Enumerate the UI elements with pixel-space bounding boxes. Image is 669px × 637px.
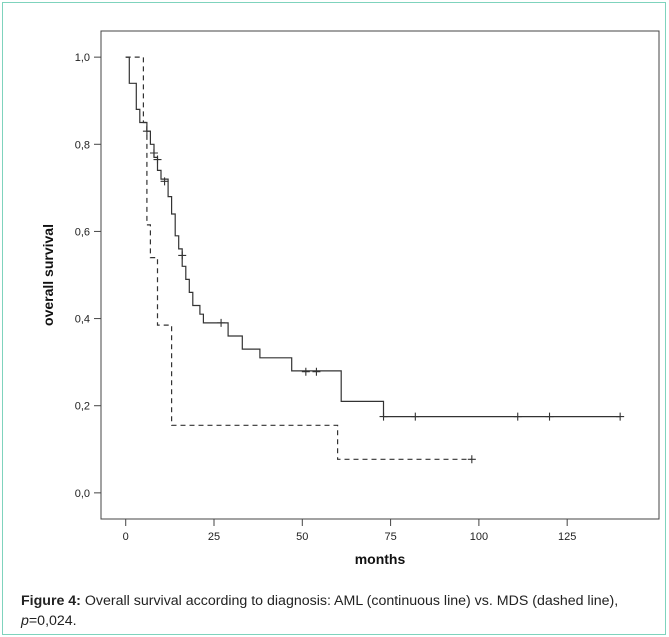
y-tick-label: 1,0 [75, 52, 90, 64]
figure-label: Figure 4: [21, 593, 81, 609]
censor-mark [149, 149, 158, 157]
y-tick-label: 0,6 [75, 226, 90, 238]
censor-mark [312, 367, 321, 376]
y-tick-label: 0,8 [75, 139, 90, 151]
x-axis-label: months [355, 551, 406, 567]
censor-mark [217, 318, 226, 327]
plot-area [100, 30, 660, 520]
series-line-dashed [125, 56, 472, 460]
x-tick-label: 75 [384, 531, 396, 543]
censor-mark [178, 251, 187, 260]
y-tick-label: 0,2 [75, 401, 90, 413]
censor-mark [379, 412, 388, 421]
caption-p-symbol: p [21, 613, 29, 629]
censor-mark [411, 412, 420, 421]
caption-text: Overall survival according to diagnosis:… [80, 593, 619, 609]
survival-chart: 0,00,20,40,60,81,0 0 25 50 75 100 125 months … [40, 30, 660, 567]
y-axis-ticks: 0,0 0,2 0,4 0,6 0,8 1,0 [75, 52, 101, 500]
caption-p-value: =0,024. [28, 613, 77, 629]
censor-mark [153, 155, 162, 164]
censor-mark [616, 412, 625, 421]
censor-mark [513, 412, 522, 421]
censor-mark [545, 412, 554, 421]
figure-caption: Figure 4: Overall survival according to … [21, 591, 657, 631]
censor-mark [160, 177, 169, 186]
x-tick-label: 0 [123, 531, 129, 543]
x-tick-label: 125 [558, 531, 576, 543]
x-tick-label: 50 [296, 531, 308, 543]
x-tick-label: 100 [470, 531, 488, 543]
x-axis-ticks: 0 25 50 75 100 125 [123, 519, 576, 543]
series-layer [125, 56, 625, 464]
x-tick-label: 25 [208, 531, 220, 543]
censor-mark [301, 367, 310, 376]
censor-mark [467, 455, 476, 464]
y-tick-label: 0,4 [75, 314, 90, 326]
y-axis-label: overall survival [40, 224, 56, 326]
y-tick-label: 0,0 [75, 488, 90, 500]
